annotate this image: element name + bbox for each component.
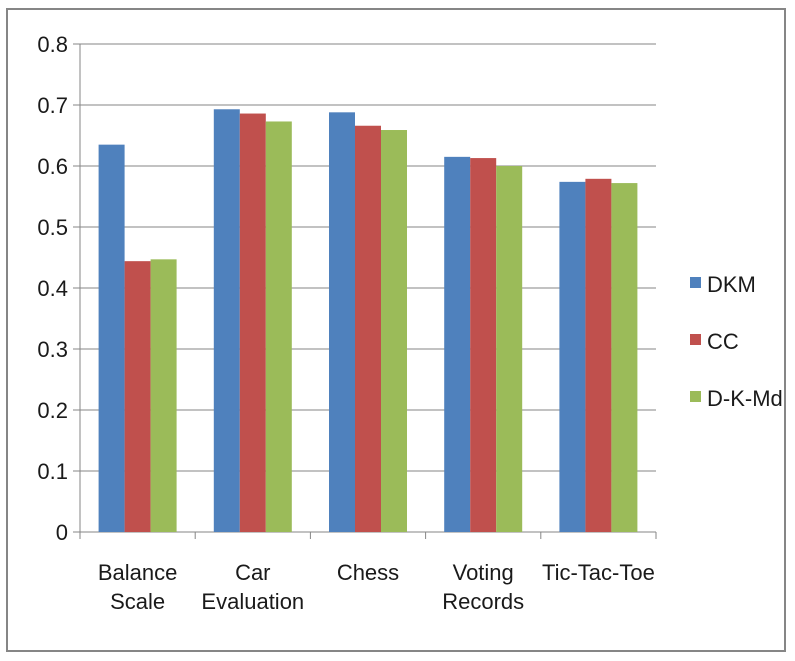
- y-tick-label: 0: [56, 520, 68, 545]
- bar-d-k-md: [381, 130, 407, 532]
- y-tick-label: 0.2: [37, 398, 68, 423]
- bar-d-k-md: [496, 166, 523, 532]
- x-category-label: Balance Scale: [98, 560, 178, 614]
- bar-dkm: [444, 156, 471, 532]
- x-category-label: Tic-Tac-Toe: [542, 560, 655, 585]
- bar-cc: [355, 125, 381, 533]
- legend-label: CC: [707, 329, 739, 354]
- bar-dkm: [559, 181, 586, 533]
- y-tick-label: 0.4: [37, 276, 68, 301]
- y-tick-label: 0.5: [37, 215, 68, 240]
- y-tick-label: 0.7: [37, 93, 68, 118]
- legend-label: DKM: [707, 272, 756, 297]
- bar-d-k-md: [150, 259, 177, 532]
- y-tick-label: 0.6: [37, 154, 68, 179]
- x-category-label: Chess: [337, 560, 399, 585]
- x-category-label: Car Evaluation: [201, 560, 304, 614]
- legend-swatch: [690, 334, 701, 345]
- x-axis: Balance Scale Car Evaluation Chess Voting Reco…: [79, 531, 657, 614]
- bar-dkm: [98, 144, 125, 532]
- legend-label: D-K-Md: [707, 386, 783, 411]
- bar-dkm: [213, 109, 240, 533]
- y-axis: 0 0.1 0.2 0.3 0.4 0.5 0.6 0.7 0.8: [37, 32, 81, 545]
- y-tick-label: 0.1: [37, 459, 68, 484]
- bar-cc: [239, 113, 266, 532]
- bars: [98, 109, 638, 533]
- bar-cc: [124, 261, 151, 532]
- y-tick-label: 0.3: [37, 337, 68, 362]
- bar-cc: [470, 158, 497, 532]
- legend-swatch: [690, 277, 701, 288]
- bar-dkm: [329, 112, 355, 532]
- bar-d-k-md: [265, 121, 292, 532]
- bar-d-k-md: [611, 183, 638, 532]
- x-category-label: Voting Records: [442, 560, 524, 614]
- legend-swatch: [690, 391, 701, 402]
- bar-cc: [585, 178, 612, 532]
- legend: DKM CC D-K-Md: [690, 272, 783, 411]
- y-tick-label: 0.8: [37, 32, 68, 57]
